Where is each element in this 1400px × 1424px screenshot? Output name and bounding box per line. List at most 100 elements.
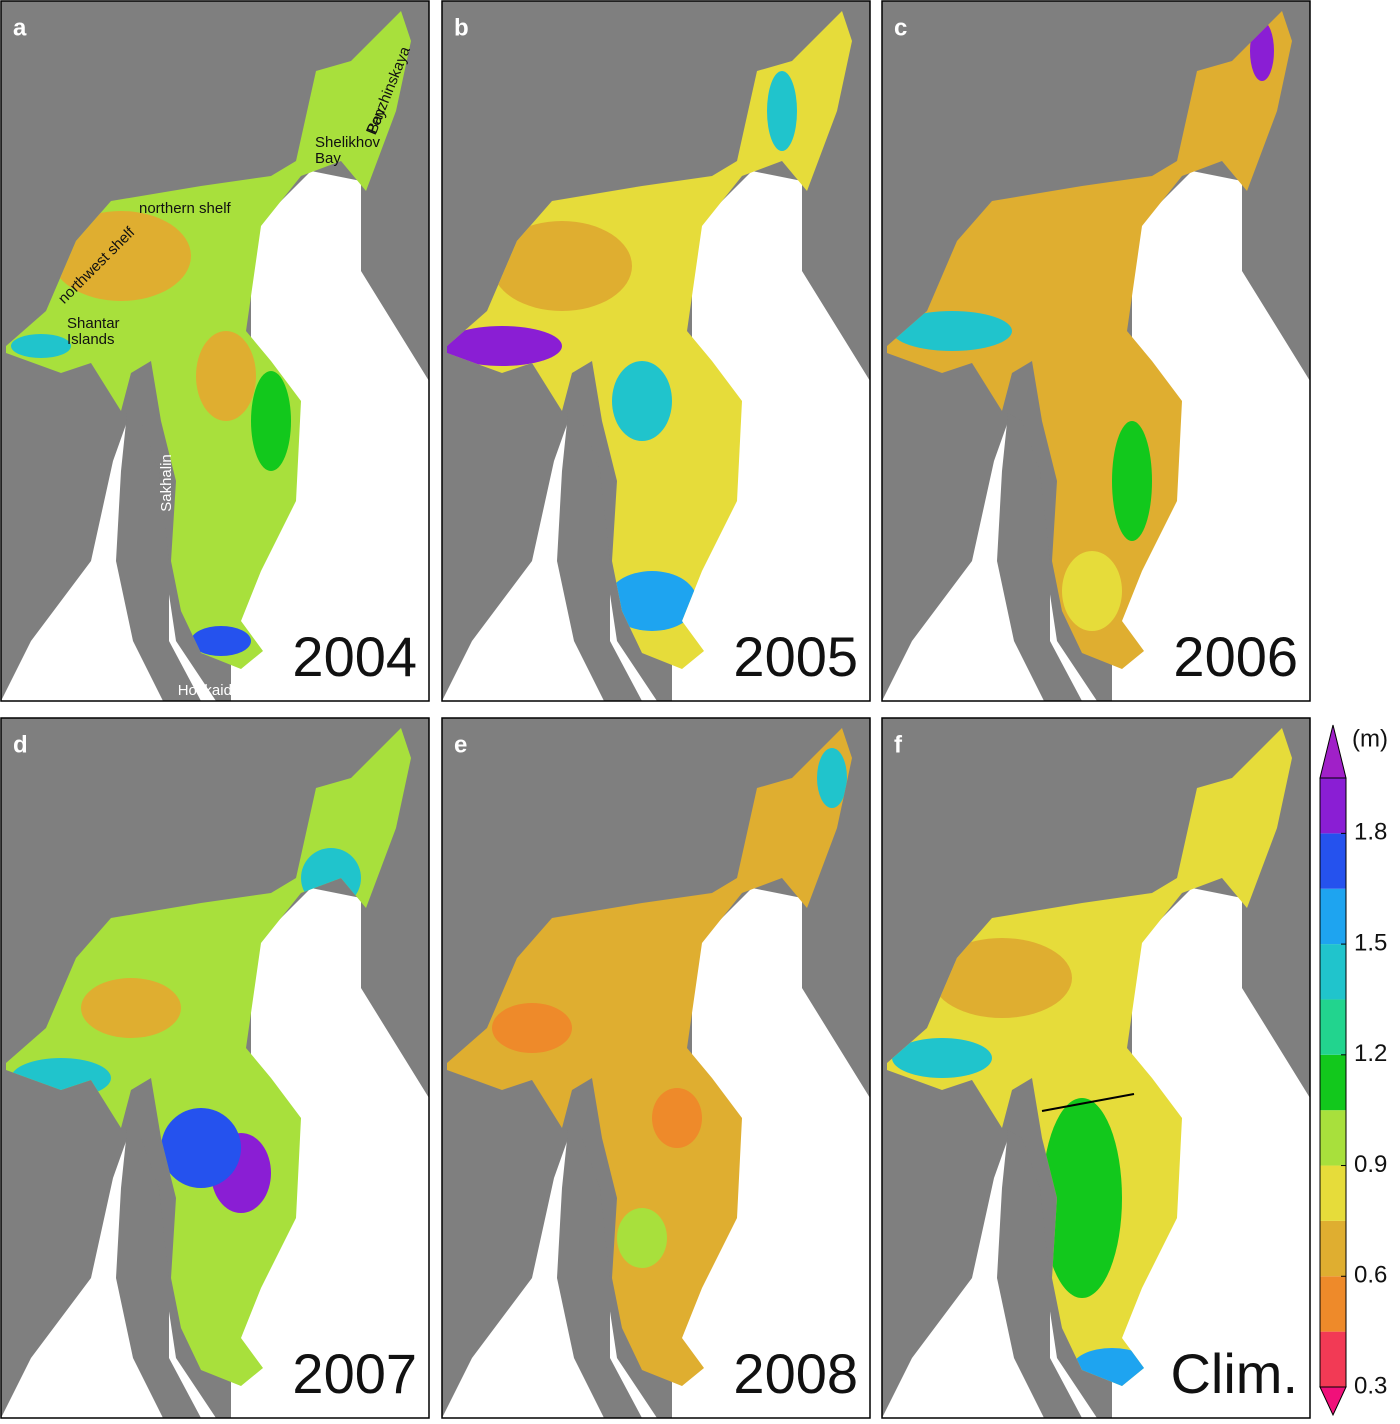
colorbar-over (1319, 724, 1347, 779)
sakhalin-land (997, 413, 1082, 701)
panel-letter: e (454, 731, 467, 758)
place-label: Shantar (67, 315, 120, 332)
open-water (1112, 888, 1310, 1418)
ice-patch (612, 361, 672, 441)
colorbar-unit: (m) (1352, 725, 1388, 752)
map-panel: a2004PenzhinskayaBayShelikhovBaynorthern… (0, 0, 430, 702)
colorbar-under (1319, 1386, 1347, 1417)
colorbar-segment (1320, 1165, 1346, 1221)
ice-patch (892, 1038, 992, 1078)
panel-year: Clim. (1170, 1342, 1298, 1405)
place-label: Bay (315, 150, 341, 167)
sakhalin-land (557, 413, 642, 701)
panel-border (0, 717, 430, 1419)
panel-border (441, 0, 871, 702)
open-water (672, 888, 870, 1418)
ice-patch (932, 938, 1072, 1018)
map-panel: d 2007 (0, 717, 430, 1419)
colorbar-tick-label: 1.5 (1354, 929, 1387, 956)
ice-patch (161, 1108, 241, 1188)
ice-patch (652, 1088, 702, 1148)
panel-year: 2004 (292, 625, 417, 688)
ice-patch (81, 978, 181, 1038)
ice-patch (767, 71, 797, 151)
colorbar-segment (1320, 833, 1346, 889)
ice-patch (1112, 421, 1152, 541)
colorbar: 0.3 0.6 0.9 1.2 1.5 1.8 (m) (1319, 724, 1388, 1417)
ice-patch (817, 748, 847, 808)
place-label: Hokkaido (178, 682, 241, 699)
panel-letter: f (894, 731, 903, 758)
ice-patch (492, 221, 632, 311)
panel-border (881, 0, 1311, 702)
colorbar-tick-label: 1.2 (1354, 1040, 1387, 1067)
ice-patch (892, 311, 1012, 351)
ice-thickness (447, 11, 852, 669)
ice-patch (1042, 1098, 1122, 1298)
panel-border (0, 0, 430, 702)
ice-patch (1062, 551, 1122, 631)
ice-patch (11, 334, 71, 358)
panel-year: 2005 (733, 625, 858, 688)
colorbar-segment (1320, 1110, 1346, 1166)
colorbar-tick-label: 1.8 (1354, 819, 1387, 846)
map-panel: b 2005 (441, 0, 871, 702)
place-label: northern shelf (139, 200, 232, 217)
open-water (1112, 171, 1310, 701)
colorbar-segment (1320, 944, 1346, 1000)
place-label: Sakhalin (158, 454, 175, 512)
ice-patch (251, 371, 291, 471)
ice-thickness (887, 728, 1292, 1386)
panel-letter: d (13, 731, 28, 758)
panel-letter: b (454, 14, 469, 41)
ice-patch (447, 326, 562, 366)
colorbar-segment (1320, 999, 1346, 1055)
panel-letter: c (894, 14, 907, 41)
panel-year: 2006 (1173, 625, 1298, 688)
colorbar-segment (1320, 1276, 1346, 1332)
colorbar-border (1319, 777, 1347, 1388)
transect-line (1041, 1093, 1135, 1112)
colorbar-segment (1320, 888, 1346, 945)
ice-patches (447, 71, 797, 631)
map-panel: f Clim. (881, 717, 1311, 1419)
colorbar-segment (1320, 778, 1346, 834)
sakhalin-land (557, 1130, 642, 1418)
sakhalin-land (997, 1130, 1082, 1418)
ice-patch (191, 626, 251, 656)
panel-border (441, 717, 871, 1419)
colorbar-tick-label: 0.9 (1354, 1151, 1387, 1178)
open-water (231, 171, 429, 701)
ice-patches (11, 211, 291, 656)
ice-thickness (6, 728, 411, 1386)
open-water (231, 888, 429, 1418)
open-water (672, 171, 870, 701)
colorbar-segment (1320, 1220, 1346, 1277)
map-panel: c 2006 (881, 0, 1311, 702)
panel-year: 2008 (733, 1342, 858, 1405)
ice-patches (892, 938, 1152, 1386)
panel-letter: a (13, 14, 27, 41)
ice-patches (892, 21, 1274, 631)
ice-patch (196, 331, 256, 421)
panel-year: 2007 (292, 1342, 417, 1405)
ice-patch (492, 1003, 572, 1053)
map-panel: e 2008 (441, 717, 871, 1419)
place-label: Islands (67, 331, 115, 348)
ice-patch (51, 211, 191, 301)
sakhalin-land (116, 413, 201, 701)
colorbar-segment (1320, 1331, 1346, 1387)
colorbar-segment (1320, 1054, 1346, 1111)
sakhalin-land (116, 1130, 201, 1418)
ice-patch (607, 571, 697, 631)
colorbar-tick-label: 0.3 (1354, 1372, 1387, 1399)
colorbar-tick-label: 0.6 (1354, 1262, 1387, 1289)
panel-border (881, 717, 1311, 1419)
place-label: Shelikhov (315, 134, 381, 151)
ice-patches (492, 748, 847, 1268)
ice-thickness (887, 11, 1292, 669)
ice-patch (617, 1208, 667, 1268)
ice-thickness (447, 728, 852, 1386)
